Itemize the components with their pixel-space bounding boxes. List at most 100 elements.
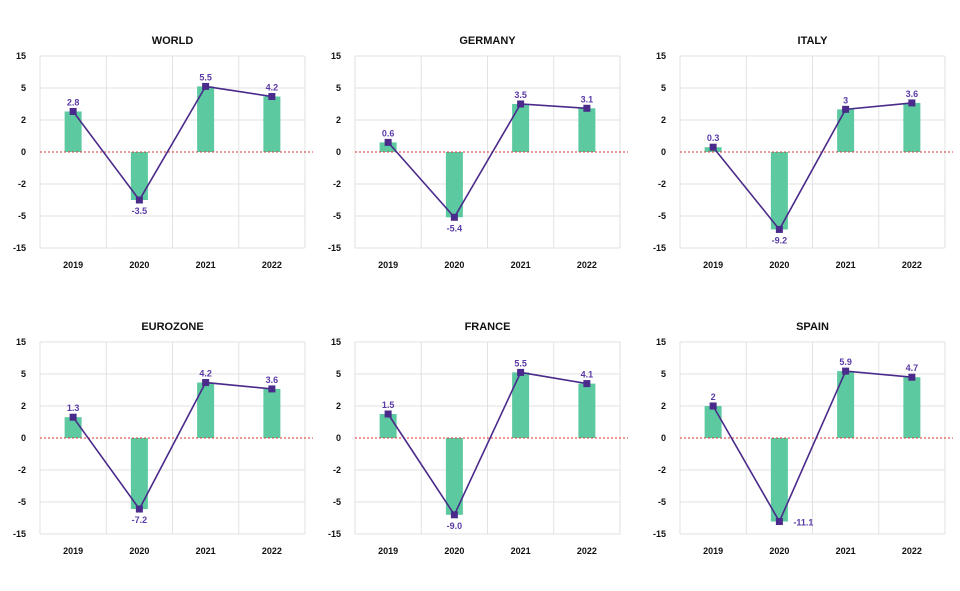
data-label: 2.8: [67, 97, 80, 107]
trend-line: [72, 85, 272, 202]
data-point-marker: [268, 93, 276, 101]
y-tick-label: 5: [336, 369, 341, 379]
bar-2020: [445, 152, 463, 218]
data-label: 4.2: [199, 369, 212, 379]
y-tick-label: 15: [16, 51, 26, 61]
bar-2020: [770, 438, 788, 522]
bar-2022: [903, 102, 921, 152]
x-tick-label: 2022: [577, 546, 597, 556]
chart-title: WORLD: [152, 35, 194, 47]
y-tick-label: -15: [13, 529, 26, 539]
chart-panel-world: WORLD 15 5 2 0 -2 -5 -15 2019 2020 2021 2022 2.8 -3.5…: [13, 35, 313, 270]
data-label: 4.7: [906, 363, 919, 373]
trend-line: [712, 370, 912, 524]
x-tick-label: 2022: [262, 260, 282, 270]
bar-2021: [837, 371, 855, 438]
x-tick-label: 2022: [902, 260, 922, 270]
y-tick-label: 0: [21, 147, 26, 157]
x-tick-label: 2019: [63, 260, 83, 270]
data-label: 1.3: [67, 403, 80, 413]
data-point-marker: [775, 518, 783, 526]
data-point-marker: [450, 511, 458, 519]
data-label: -11.1: [793, 518, 813, 528]
y-tick-label: -5: [333, 211, 341, 221]
bar-2019: [379, 142, 397, 152]
y-tick-label: 0: [336, 147, 341, 157]
data-label: 3.6: [266, 375, 279, 385]
y-tick-label: -5: [18, 211, 26, 221]
chart-title: GERMANY: [459, 35, 516, 47]
chart-title: ITALY: [798, 35, 829, 47]
data-point-marker: [135, 505, 143, 513]
y-tick-label: 5: [21, 369, 26, 379]
y-tick-label: 15: [16, 337, 26, 347]
bar-2020: [130, 152, 148, 200]
trend-line: [72, 381, 272, 511]
bar-2020: [445, 438, 463, 515]
y-tick-label: -2: [658, 465, 666, 475]
y-tick-label: 0: [336, 433, 341, 443]
y-tick-label: -5: [658, 211, 666, 221]
y-tick-label: 15: [656, 51, 666, 61]
x-tick-label: 2019: [378, 260, 398, 270]
data-point-marker: [517, 368, 525, 376]
y-tick-label: 15: [331, 337, 341, 347]
bar-2021: [837, 109, 855, 152]
bar-2021: [197, 86, 215, 152]
x-tick-label: 2021: [836, 260, 856, 270]
data-label: 3.5: [514, 90, 527, 100]
y-tick-label: -15: [653, 243, 666, 253]
y-tick-label: 2: [336, 115, 341, 125]
y-tick-label: 0: [661, 433, 666, 443]
bar-2021: [197, 382, 215, 438]
data-label: 4.1: [581, 370, 594, 380]
bar-2019: [379, 414, 397, 438]
x-tick-label: 2020: [769, 546, 789, 556]
data-point-marker: [908, 99, 916, 107]
x-tick-label: 2020: [769, 260, 789, 270]
chart-panel-eurozone: EUROZONE 15 5 2 0 -2 -5 -15 2019 2020 2021 2022 1.3 -…: [13, 321, 313, 556]
y-tick-label: 5: [21, 83, 26, 93]
y-tick-label: 2: [336, 401, 341, 411]
data-point-marker: [450, 213, 458, 221]
chart-title: EUROZONE: [141, 321, 203, 333]
x-tick-label: 2019: [703, 546, 723, 556]
data-point-marker: [842, 105, 850, 113]
data-label: 1.5: [382, 400, 395, 410]
bar-2019: [704, 406, 722, 438]
x-tick-label: 2021: [511, 546, 531, 556]
y-tick-label: -2: [333, 179, 341, 189]
bar-2020: [130, 438, 148, 510]
y-tick-label: 15: [656, 337, 666, 347]
data-label: 2: [711, 392, 716, 402]
x-tick-label: 2022: [262, 546, 282, 556]
y-tick-label: 5: [661, 83, 666, 93]
trend-line: [712, 102, 912, 231]
y-tick-label: 2: [21, 115, 26, 125]
chart-panel-italy: ITALY 15 5 2 0 -2 -5 -15 2019 2020 2021 2022 0.3 -9.2…: [653, 35, 953, 270]
bar-2022: [263, 96, 281, 152]
y-tick-label: -2: [658, 179, 666, 189]
x-tick-label: 2022: [902, 546, 922, 556]
y-tick-label: -2: [18, 179, 26, 189]
y-tick-label: 5: [661, 369, 666, 379]
x-tick-label: 2021: [196, 546, 216, 556]
data-point-marker: [384, 138, 392, 146]
bar-2021: [512, 104, 530, 152]
data-label: -5.4: [447, 223, 463, 233]
x-tick-label: 2019: [703, 260, 723, 270]
data-label: 0.6: [382, 128, 395, 138]
y-tick-label: 5: [336, 83, 341, 93]
data-label: 5.5: [199, 72, 212, 82]
chart-panel-france: FRANCE 15 5 2 0 -2 -5 -15 2019 2020 2021 2022 1.5 -9.…: [328, 321, 628, 556]
data-point-marker: [384, 410, 392, 418]
x-tick-label: 2019: [63, 546, 83, 556]
data-label: -9.0: [447, 521, 463, 531]
y-tick-label: -15: [328, 529, 341, 539]
x-tick-label: 2021: [836, 546, 856, 556]
y-tick-label: 15: [331, 51, 341, 61]
bar-2022: [578, 108, 596, 152]
chart-title: FRANCE: [465, 321, 511, 333]
data-point-marker: [69, 413, 77, 421]
